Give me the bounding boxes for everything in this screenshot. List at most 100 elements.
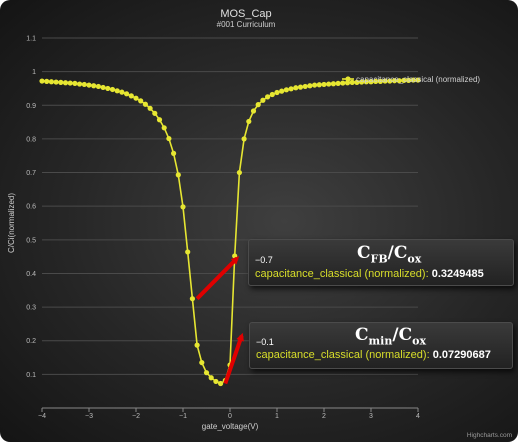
annotation-arrow xyxy=(223,332,244,385)
data-point xyxy=(335,80,341,87)
data-point xyxy=(321,81,327,88)
tooltip-series-name: capacitance_classical (normalized): xyxy=(255,268,429,280)
data-point xyxy=(250,108,257,114)
y-tick-label: 1 xyxy=(32,69,36,76)
data-point xyxy=(410,77,416,83)
data-point xyxy=(72,80,78,87)
data-point xyxy=(406,77,412,83)
y-tick-label: 0.1 xyxy=(26,372,36,379)
data-point xyxy=(156,117,163,123)
annotation-arrow xyxy=(195,256,240,301)
tooltip-series-line: capacitance_classical (normalized): 0.07… xyxy=(256,349,491,361)
data-point xyxy=(246,118,252,125)
data-point xyxy=(232,253,238,259)
data-point xyxy=(241,136,247,142)
data-point xyxy=(377,78,383,84)
data-point xyxy=(203,370,210,376)
x-tick-label: −2 xyxy=(132,413,140,420)
data-point xyxy=(105,85,111,92)
x-tick-label: 2 xyxy=(322,413,326,420)
tooltip-annotation-cmin-cox: Cmin/Cox xyxy=(355,325,427,348)
tooltip-minimum: −0.1 Cmin/Cox capacitance_classical (nor… xyxy=(249,322,513,369)
data-point xyxy=(86,82,92,88)
data-point xyxy=(213,378,219,385)
y-tick-label: 0.2 xyxy=(26,338,36,345)
y-tick-label: 0.6 xyxy=(26,204,36,211)
y-tick-label: 0.9 xyxy=(26,103,36,110)
data-point xyxy=(53,79,59,85)
data-point xyxy=(391,78,398,84)
data-point xyxy=(109,86,116,93)
y-axis-title: C/Ci(normalized) xyxy=(7,193,16,253)
data-point xyxy=(297,84,304,90)
data-point xyxy=(265,94,271,100)
data-point xyxy=(147,105,153,111)
data-point xyxy=(114,88,120,94)
x-axis-title: gate_voltage(V) xyxy=(202,422,259,431)
data-point xyxy=(382,78,388,84)
data-point xyxy=(330,81,336,87)
data-point xyxy=(180,204,186,210)
tooltip-series-line: capacitance_classical (normalized): 0.32… xyxy=(255,268,484,280)
data-point xyxy=(67,80,73,86)
y-tick-label: 0.3 xyxy=(26,305,36,312)
legend-marker xyxy=(345,76,351,82)
x-tick-label: 4 xyxy=(416,413,420,420)
data-point xyxy=(119,89,125,95)
data-point xyxy=(166,135,172,142)
data-point xyxy=(152,110,158,116)
data-point xyxy=(48,79,55,85)
data-point xyxy=(279,88,285,94)
data-point xyxy=(142,101,148,107)
data-point xyxy=(218,380,224,387)
data-point xyxy=(387,78,393,84)
data-point xyxy=(62,80,69,86)
y-tick-label: 0.7 xyxy=(26,170,36,177)
x-tick-label: 3 xyxy=(369,413,373,420)
data-point xyxy=(269,91,275,98)
data-point xyxy=(124,91,130,97)
chart-title: MOS_Cap xyxy=(220,8,271,20)
y-tick-label: 0.8 xyxy=(26,136,36,143)
data-point xyxy=(349,79,355,85)
data-point xyxy=(368,79,374,85)
data-point xyxy=(340,80,346,86)
tooltip-flatband: −0.7 CFB/Cox capacitance_classical (norm… xyxy=(248,239,514,286)
data-point xyxy=(171,150,177,156)
tooltip-value: 0.3249485 xyxy=(431,268,484,280)
data-point xyxy=(307,83,313,89)
data-point xyxy=(363,79,369,85)
data-point xyxy=(194,342,200,348)
data-point xyxy=(138,98,144,104)
data-point xyxy=(283,87,289,93)
data-point xyxy=(316,82,322,88)
data-point xyxy=(189,296,195,302)
tooltip-x-value: −0.1 xyxy=(256,337,274,347)
x-tick-label: −3 xyxy=(85,413,93,420)
data-point xyxy=(91,83,97,89)
x-tick-label: −1 xyxy=(179,413,187,420)
tooltip-value: 0.07290687 xyxy=(432,349,491,361)
data-point xyxy=(359,79,365,85)
data-point xyxy=(58,79,64,85)
data-point xyxy=(288,86,294,92)
x-tick-label: 1 xyxy=(275,413,279,420)
data-point xyxy=(95,83,101,90)
data-point xyxy=(77,81,83,87)
data-point xyxy=(401,77,407,83)
x-tick-label: −4 xyxy=(38,413,46,420)
data-point xyxy=(175,172,181,178)
x-tick-label: 0 xyxy=(228,413,232,420)
data-point xyxy=(293,85,299,91)
data-point xyxy=(81,81,87,88)
data-point xyxy=(326,81,332,87)
data-point xyxy=(161,125,167,131)
y-tick-label: 0.5 xyxy=(26,237,36,244)
data-point xyxy=(396,78,402,84)
data-point xyxy=(236,169,242,176)
y-tick-label: 0.4 xyxy=(26,271,36,278)
y-tick-label: 1.1 xyxy=(26,36,36,43)
data-point xyxy=(44,78,50,84)
